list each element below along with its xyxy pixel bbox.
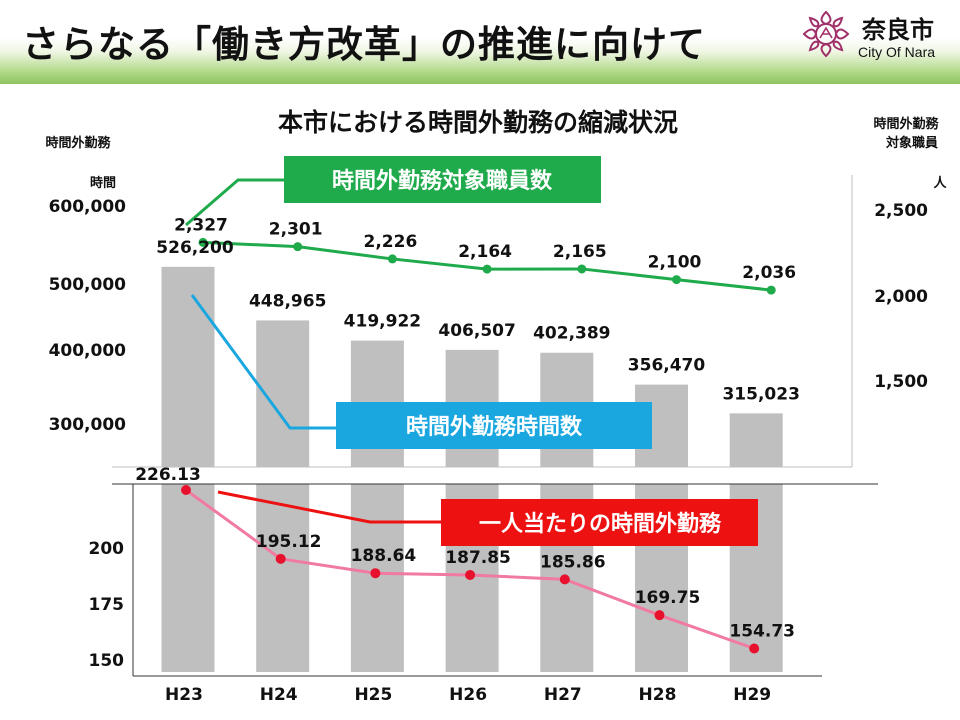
lower-axis-tick: 175 bbox=[89, 595, 125, 615]
bar-value-label: 448,965 bbox=[249, 291, 326, 311]
left-axis-unit: 時間 bbox=[90, 175, 116, 191]
hours-callout-label: 時間外勤務時間数 bbox=[406, 414, 583, 440]
x-tick-label: H25 bbox=[354, 685, 392, 705]
bar-value-label: 402,389 bbox=[533, 324, 610, 344]
per-person-label: 195.12 bbox=[256, 532, 322, 552]
x-tick-label: H28 bbox=[639, 685, 677, 705]
left-axis-tick: 600,000 bbox=[49, 197, 127, 217]
bar-value-label: 526,200 bbox=[156, 238, 234, 258]
left-axis-tick: 500,000 bbox=[49, 275, 127, 295]
hours-callout-box bbox=[336, 402, 652, 449]
per-person-callout-label: 一人当たりの時間外勤務 bbox=[479, 511, 722, 537]
lower-axis-tick: 150 bbox=[89, 651, 125, 671]
left-axis-label: 時間外勤務 bbox=[45, 135, 111, 151]
right-axis-unit: 人 bbox=[933, 175, 947, 191]
staff-count-label: 2,165 bbox=[553, 242, 607, 262]
staff-count-point bbox=[387, 254, 397, 264]
staff-count-point bbox=[293, 242, 303, 252]
staff-count-point bbox=[577, 264, 587, 274]
per-person-label: 187.85 bbox=[445, 548, 511, 568]
staff-count-label: 2,327 bbox=[174, 215, 228, 235]
staff-count-point bbox=[482, 264, 492, 274]
hours-callout-line bbox=[190, 294, 336, 430]
right-axis-tick: 1,500 bbox=[874, 372, 928, 392]
left-axis-tick: 400,000 bbox=[49, 341, 127, 361]
x-tick-label: H23 bbox=[165, 685, 203, 705]
per-person-callout-line bbox=[217, 490, 442, 524]
per-person-point bbox=[275, 553, 286, 564]
per-person-point bbox=[654, 610, 665, 621]
bar-value-label: 356,470 bbox=[628, 356, 706, 376]
staff-count-label: 2,301 bbox=[269, 220, 323, 240]
text-group: 本市における時間外勤務の縮減状況 時間外勤務 時間 時間外勤務 対象職員 人 5… bbox=[45, 108, 947, 705]
bar-h25-lower bbox=[350, 484, 404, 672]
city-name-english: City Of Nara bbox=[858, 44, 936, 60]
per-person-point bbox=[559, 574, 570, 585]
bar-h24-lower bbox=[256, 484, 310, 672]
bar-value-label: 406,507 bbox=[438, 321, 515, 341]
per-person-callout-box bbox=[441, 499, 758, 546]
page-title: さらなる「働き方改革」の推進に向けて bbox=[22, 23, 706, 66]
staff-count-label: 2,164 bbox=[458, 242, 512, 262]
header-banner: さらなる「働き方改革」の推進に向けて 奈良市 City Of Nara bbox=[0, 0, 960, 84]
per-person-label: 169.75 bbox=[635, 588, 701, 608]
right-axis-label-line2: 対象職員 bbox=[885, 135, 938, 151]
callout-lines-group bbox=[185, 178, 442, 524]
staff-count-point bbox=[766, 285, 776, 295]
left-axis-tick: 300,000 bbox=[49, 415, 127, 435]
per-person-label: 185.86 bbox=[540, 552, 606, 572]
staff-count-point bbox=[198, 237, 208, 247]
lower-axis-tick: 200 bbox=[89, 539, 125, 559]
bar-h23-lower bbox=[161, 484, 215, 672]
staff-count-label: 2,226 bbox=[364, 232, 418, 252]
axes-group bbox=[112, 175, 878, 677]
right-axis-tick: 2,500 bbox=[874, 201, 928, 221]
per-person-label: 188.64 bbox=[351, 546, 417, 566]
x-tick-label: H29 bbox=[733, 685, 771, 705]
per-person-point bbox=[181, 484, 191, 495]
x-tick-label: H24 bbox=[260, 685, 298, 705]
bar-h23 bbox=[161, 266, 215, 467]
staff-count-callout-box bbox=[284, 156, 601, 203]
bar-value-label: 315,023 bbox=[722, 384, 799, 404]
bar-h29 bbox=[729, 413, 783, 467]
per-person-label: 154.73 bbox=[729, 621, 795, 641]
city-name: 奈良市 bbox=[862, 16, 934, 44]
x-tick-label: H27 bbox=[544, 685, 582, 705]
per-person-point bbox=[370, 568, 381, 579]
staff-count-callout-line bbox=[185, 178, 285, 227]
x-tick-label: H26 bbox=[449, 685, 487, 705]
per-person-point bbox=[465, 569, 476, 580]
right-axis-tick: 2,000 bbox=[874, 287, 928, 307]
chart-title: 本市における時間外勤務の縮減状況 bbox=[278, 108, 678, 137]
nara-city-emblem-icon bbox=[802, 10, 850, 58]
right-axis-label-line1: 時間外勤務 bbox=[873, 116, 939, 132]
bar-value-label: 419,922 bbox=[344, 312, 421, 332]
per-person-label: 226.13 bbox=[135, 465, 201, 485]
staff-count-callout-label: 時間外勤務対象職員数 bbox=[332, 168, 553, 194]
staff-count-label: 2,036 bbox=[742, 263, 796, 283]
per-person-point bbox=[749, 643, 760, 654]
staff-count-label: 2,100 bbox=[648, 253, 702, 273]
staff-count-point bbox=[672, 275, 681, 285]
